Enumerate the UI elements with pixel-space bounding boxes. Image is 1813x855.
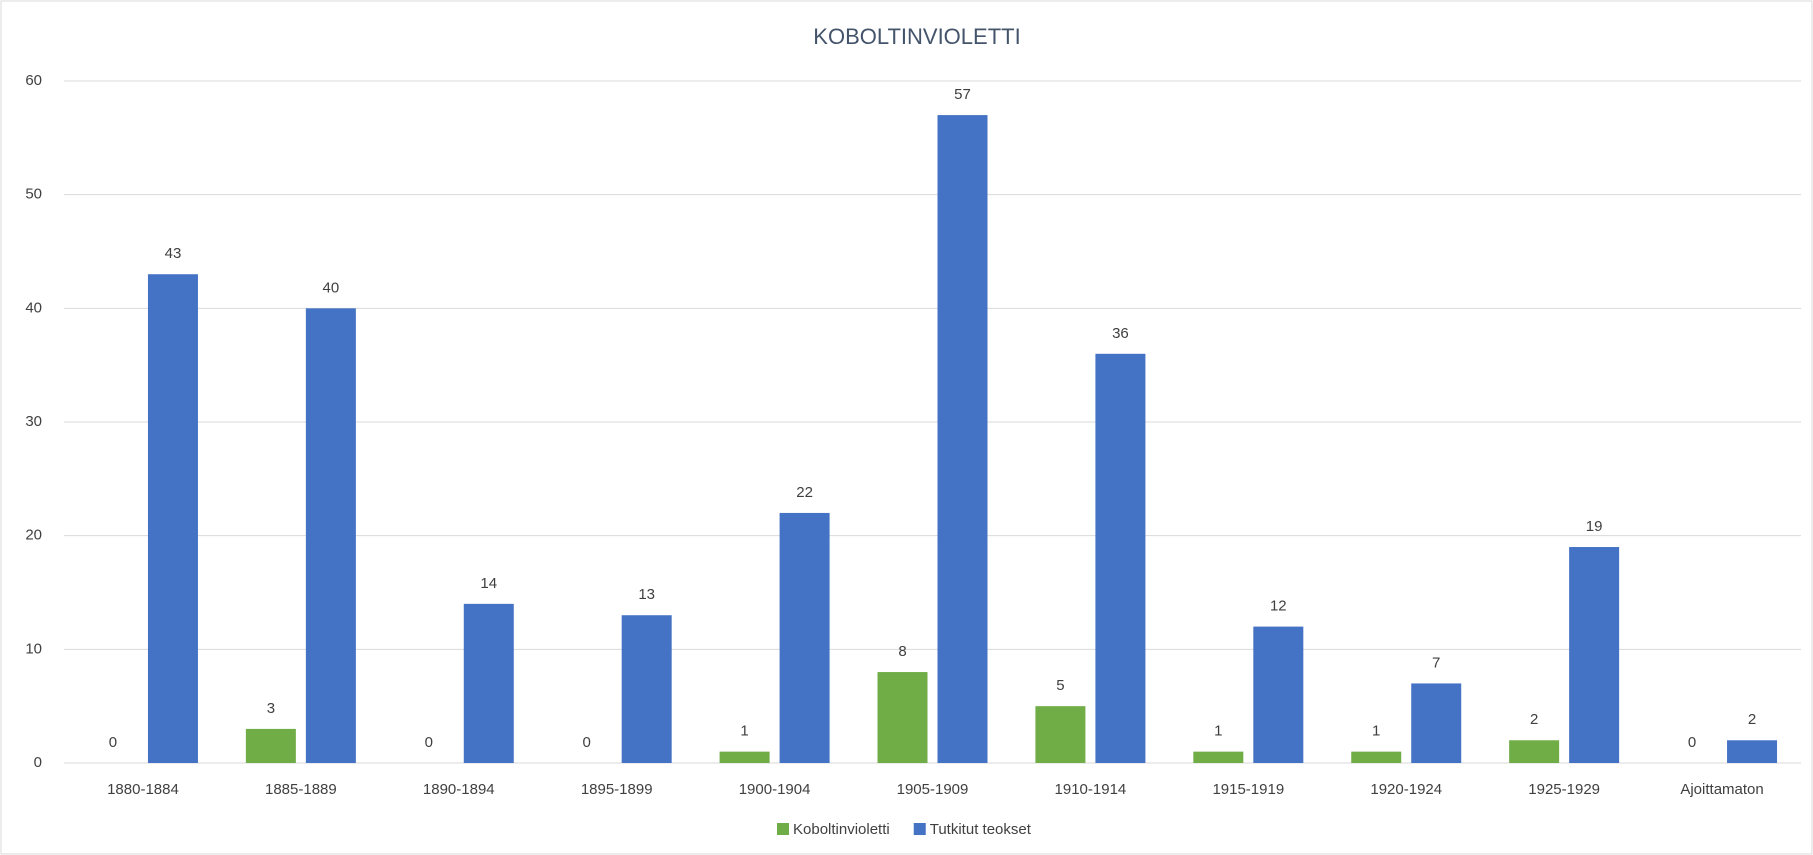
y-tick-label: 40 xyxy=(25,299,42,316)
data-label: 43 xyxy=(165,245,182,262)
x-tick-label: 1920-1924 xyxy=(1370,781,1442,798)
legend-swatch xyxy=(913,823,926,835)
bar xyxy=(1035,706,1086,763)
bar xyxy=(621,615,672,763)
bar xyxy=(1411,683,1462,763)
data-label: 8 xyxy=(898,643,906,660)
y-tick-label: 20 xyxy=(25,527,42,544)
chart-title: KOBOLTINVIOLETTI xyxy=(813,24,1020,49)
data-label: 12 xyxy=(1270,598,1287,615)
data-label: 0 xyxy=(109,734,117,751)
y-tick-label: 60 xyxy=(25,72,42,89)
x-tick-label: 1900-1904 xyxy=(739,781,811,798)
bar xyxy=(245,728,296,763)
bar xyxy=(877,672,928,763)
legend-swatch xyxy=(777,823,789,835)
data-label: 0 xyxy=(583,734,591,751)
legend-label: Koboltinvioletti xyxy=(793,821,890,838)
data-label: 2 xyxy=(1530,711,1538,728)
x-tick-label: 1925-1929 xyxy=(1528,781,1600,798)
data-label: 2 xyxy=(1748,711,1756,728)
bar xyxy=(1351,751,1402,763)
data-label: 3 xyxy=(267,700,275,717)
y-tick-label: 30 xyxy=(25,413,42,430)
data-label: 36 xyxy=(1112,325,1129,342)
x-tick-label: 1885-1889 xyxy=(265,781,337,798)
y-tick-label: 50 xyxy=(25,186,42,203)
bar xyxy=(779,512,830,763)
bar xyxy=(1569,547,1620,763)
data-label: 7 xyxy=(1432,654,1440,671)
bar xyxy=(1727,740,1778,763)
bar xyxy=(305,308,356,763)
data-label: 22 xyxy=(796,484,813,501)
data-label: 1 xyxy=(740,723,748,740)
x-tick-label: 1905-1909 xyxy=(897,781,969,798)
bar xyxy=(719,751,770,763)
data-label: 19 xyxy=(1586,518,1603,535)
data-label: 1 xyxy=(1372,723,1380,740)
data-label: 0 xyxy=(425,734,433,751)
data-label: 57 xyxy=(954,86,971,103)
bar xyxy=(147,274,198,763)
legend-label: Tutkitut teokset xyxy=(930,821,1032,838)
x-tick-label: 1890-1894 xyxy=(423,781,495,798)
bar xyxy=(937,115,988,764)
data-label: 14 xyxy=(480,575,497,592)
y-tick-label: 10 xyxy=(25,640,42,657)
data-label: 40 xyxy=(323,279,340,296)
bar xyxy=(1095,353,1146,763)
data-label: 0 xyxy=(1688,734,1696,751)
x-tick-label: 1915-1919 xyxy=(1212,781,1284,798)
bar xyxy=(1509,740,1560,763)
data-label: 5 xyxy=(1056,677,1064,694)
bar xyxy=(463,603,514,763)
x-tick-label: Ajoittamaton xyxy=(1680,781,1763,798)
x-tick-label: 1880-1884 xyxy=(107,781,179,798)
bar xyxy=(1253,626,1304,763)
y-tick-label: 0 xyxy=(34,754,42,771)
x-tick-label: 1895-1899 xyxy=(581,781,653,798)
bar xyxy=(1193,751,1244,763)
x-tick-label: 1910-1914 xyxy=(1055,781,1127,798)
data-label: 13 xyxy=(638,586,655,603)
data-label: 1 xyxy=(1214,723,1222,740)
